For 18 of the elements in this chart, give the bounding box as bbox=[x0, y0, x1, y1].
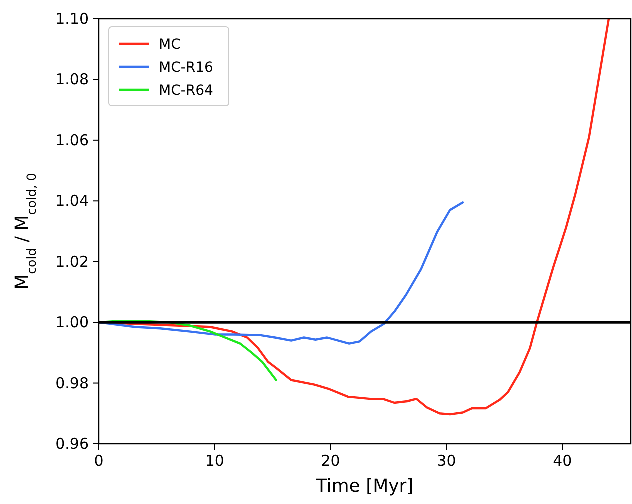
x-tick-label: 30 bbox=[437, 452, 456, 470]
legend-label: MC bbox=[159, 37, 182, 53]
legend-label: MC-R64 bbox=[159, 83, 214, 99]
y-tick-label: 1.04 bbox=[56, 192, 89, 210]
x-tick-label: 10 bbox=[205, 452, 224, 470]
y-tick-label: 1.02 bbox=[56, 252, 89, 271]
x-tick-label: 0 bbox=[94, 452, 104, 470]
y-tick-label: 1.08 bbox=[56, 70, 89, 89]
y-tick-label: 1.10 bbox=[56, 10, 89, 28]
legend-label: MC-R16 bbox=[159, 60, 214, 76]
y-tick-label: 1.00 bbox=[56, 314, 89, 332]
x-tick-label: 20 bbox=[321, 452, 340, 470]
y-tick-label: 1.06 bbox=[56, 131, 89, 150]
y-tick-label: 0.96 bbox=[56, 435, 89, 453]
x-tick-label: 40 bbox=[553, 452, 572, 470]
y-tick-label: 0.98 bbox=[56, 374, 89, 392]
x-axis-title: Time [Myr] bbox=[315, 476, 414, 497]
line-series bbox=[99, 320, 278, 382]
